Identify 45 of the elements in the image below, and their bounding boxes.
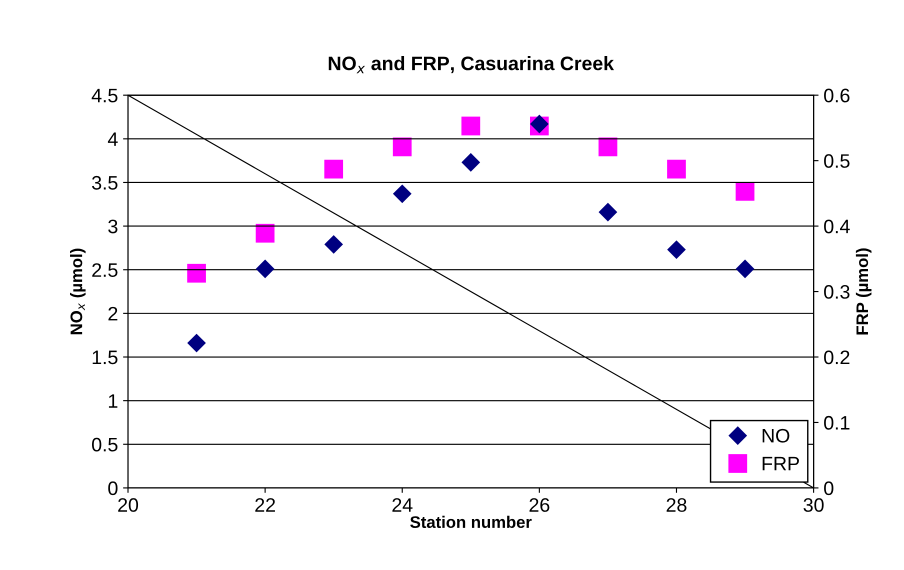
x-tick-label: 30 bbox=[804, 498, 824, 512]
legend-label: FRP bbox=[762, 456, 799, 470]
x-axis-title: Station number bbox=[410, 516, 532, 528]
point bbox=[736, 182, 754, 201]
y2-tick-label: 0.6 bbox=[824, 88, 850, 102]
y-tick-label: 3.5 bbox=[92, 176, 118, 190]
x-tick-label: 24 bbox=[392, 498, 412, 512]
y2-tick-label: 0.5 bbox=[824, 154, 850, 168]
point bbox=[392, 138, 412, 156]
point bbox=[598, 203, 617, 222]
y2-tick-label: 0.4 bbox=[824, 220, 850, 234]
point bbox=[667, 160, 686, 179]
point bbox=[188, 334, 206, 352]
y-tick-label: 0.5 bbox=[92, 438, 118, 452]
y2-tick-label: 0.2 bbox=[824, 350, 850, 364]
point bbox=[462, 153, 480, 172]
point bbox=[187, 264, 206, 283]
legend-label: NO bbox=[762, 428, 790, 443]
y-tick-label: 4 bbox=[108, 132, 118, 146]
y2-tick-label: 0 bbox=[824, 481, 834, 496]
x-tick-label: 20 bbox=[118, 498, 138, 512]
point bbox=[324, 160, 344, 179]
point bbox=[736, 260, 754, 278]
point bbox=[598, 138, 618, 156]
y-tick-label: 0 bbox=[108, 481, 118, 496]
x-tick-label: 22 bbox=[255, 498, 275, 512]
y2-axis-title: FRP (µmol) bbox=[856, 248, 872, 334]
y-tick-label: 3 bbox=[108, 220, 118, 234]
x-tick-label: 28 bbox=[666, 498, 686, 512]
point bbox=[461, 116, 480, 136]
y-tick-label: 1.5 bbox=[92, 350, 118, 364]
point bbox=[256, 260, 274, 278]
y-axis-title: NO$_{x}$ (µmol) bbox=[70, 248, 86, 334]
y-tick-label: 1 bbox=[108, 394, 118, 408]
x-tick-label: 26 bbox=[530, 498, 550, 512]
y-tick-label: 4.5 bbox=[92, 88, 118, 102]
y-tick-label: 2.5 bbox=[92, 263, 118, 277]
point bbox=[667, 240, 686, 259]
y2-tick-label: 0.3 bbox=[824, 285, 850, 299]
y-tick-label: 2 bbox=[108, 306, 118, 320]
point bbox=[256, 224, 274, 243]
chart-title: NO$_{x}$ and FRP, Casuarina Creek bbox=[328, 56, 614, 74]
point bbox=[393, 184, 412, 203]
y2-tick-label: 0.1 bbox=[824, 416, 850, 430]
point bbox=[324, 235, 343, 254]
